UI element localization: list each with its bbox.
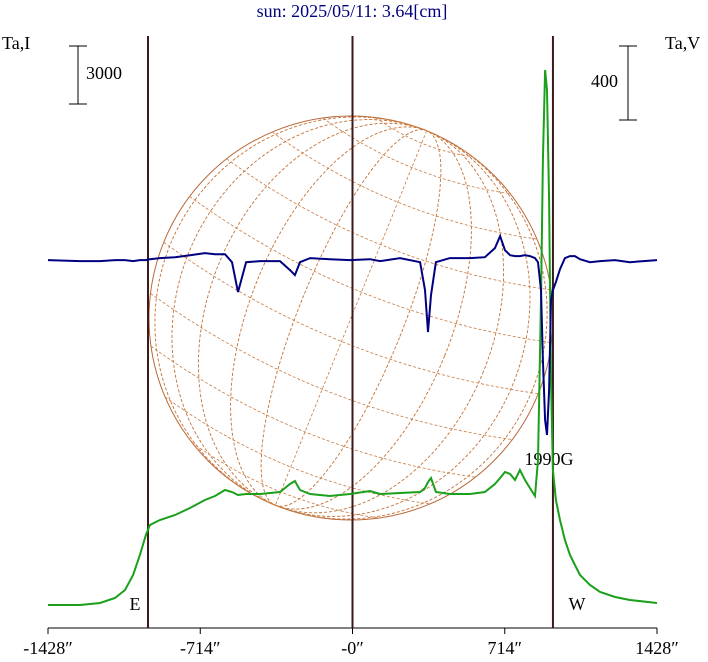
annotation: 1990G [525, 449, 574, 469]
x-tick-label: 1428″ [635, 638, 679, 658]
meridian [230, 126, 472, 510]
meridian [274, 130, 428, 506]
series-line [48, 69, 658, 606]
parallel [271, 131, 537, 240]
disk-grid [150, 116, 552, 520]
x-tick-label: -714″ [180, 638, 221, 658]
scale-label: 400 [591, 71, 618, 91]
annotation: W [569, 594, 586, 614]
x-tick-label: -1428″ [23, 638, 73, 658]
x-tick-label: 714″ [488, 638, 523, 658]
y-axis-label: Ta,I [2, 33, 30, 53]
parallel [164, 396, 430, 505]
parallel [322, 117, 511, 195]
parallel [229, 479, 327, 519]
annotation: E [130, 594, 141, 614]
parallel [375, 117, 473, 158]
x-tick-label: -0″ [341, 638, 364, 658]
parallel [150, 293, 513, 440]
series-line [47, 233, 658, 436]
parallel [150, 345, 476, 478]
solar-disk [148, 115, 554, 521]
parallel [163, 242, 539, 395]
scale-label: 3000 [86, 63, 122, 83]
parallel [189, 196, 552, 344]
y2-axis-label: Ta,V [665, 33, 700, 53]
chart-title: sun: 2025/05/11: 3.64[cm] [257, 1, 448, 21]
